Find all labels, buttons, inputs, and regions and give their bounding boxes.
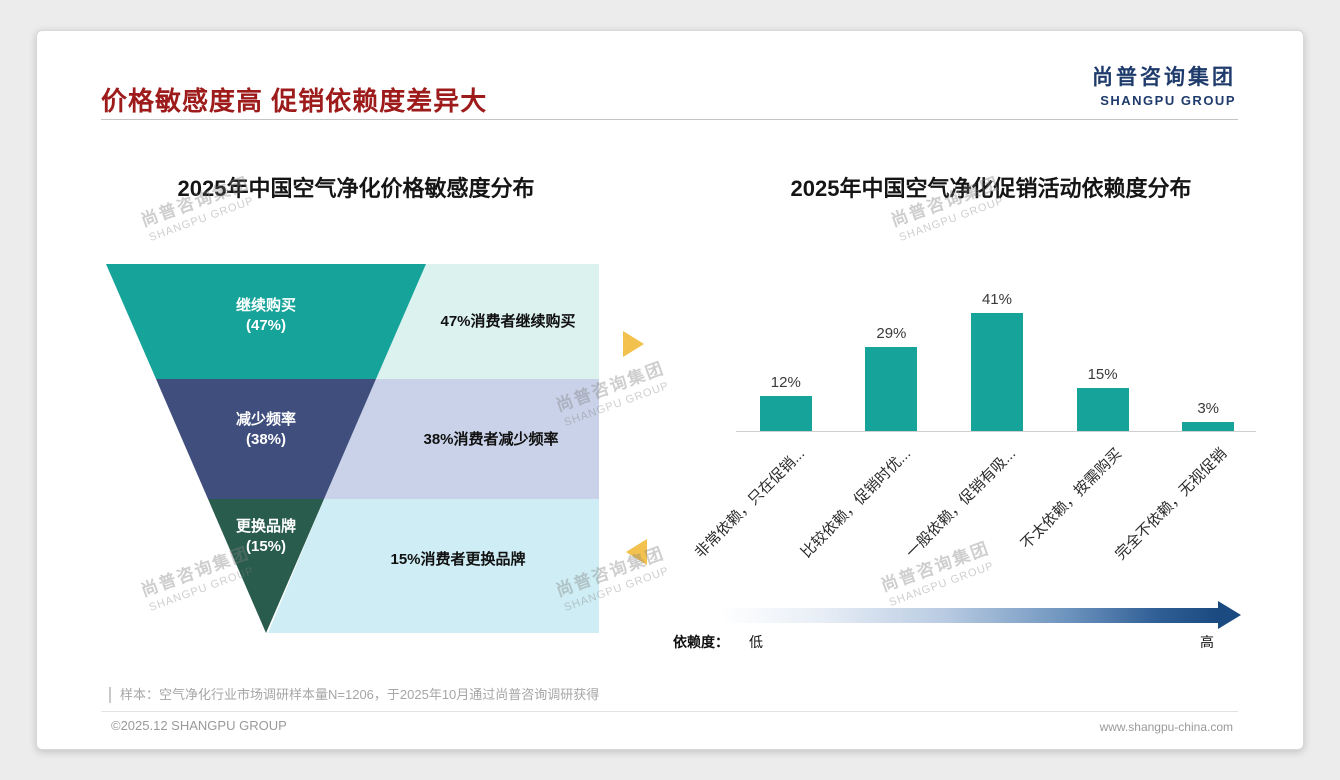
funnel-segment-value: (15%) (246, 538, 286, 555)
funnel-annotation-bg (324, 379, 599, 499)
bar-slot: 12% (759, 286, 812, 431)
header-divider (101, 119, 1238, 120)
bar (970, 313, 1023, 431)
bar (1076, 388, 1129, 431)
funnel-annotation-bg (376, 264, 599, 379)
dependency-gradient-arrowhead-icon (1218, 601, 1241, 629)
funnel-segment-label: 继续购买 (236, 296, 296, 314)
bar-chart-axis-line (736, 431, 1256, 432)
bar-slot: 15% (1076, 286, 1129, 431)
bar-slot: 41% (970, 286, 1023, 431)
dependency-axis-legend: 依赖度： 低 (673, 632, 763, 652)
yellow-arrow-left-icon (626, 539, 647, 565)
watermark-cn: 尚普咨询集团 (878, 538, 993, 596)
bar-chart: 12% 29% 41% 15% 3% (733, 286, 1261, 431)
funnel-chart-title: 2025年中国空气净化价格敏感度分布 (177, 176, 535, 201)
watermark-en: SHANGPU GROUP (887, 559, 996, 610)
bar-slot: 29% (865, 286, 918, 431)
bar-category-label: 完全不依赖，无视促销 (1112, 445, 1231, 564)
bar-category-label: 非常依赖，只在促销... (691, 445, 809, 562)
logo-chinese: 尚普咨询集团 (1092, 66, 1236, 89)
dependency-gradient-bar (721, 608, 1218, 623)
yellow-arrow-right-icon (623, 331, 644, 357)
bar (1182, 422, 1235, 431)
funnel-segment-value: (38%) (246, 431, 286, 448)
funnel-segment-label: 更换品牌 (236, 517, 296, 535)
logo-english: SHANGPU GROUP (1100, 93, 1236, 108)
bar (865, 347, 918, 431)
page-title: 价格敏感度高 促销依赖度差异大 (101, 86, 488, 116)
bar-chart-title: 2025年中国空气净化促销活动依赖度分布 (790, 176, 1192, 201)
dependency-low-label: 低 (749, 634, 763, 650)
funnel-segment (106, 264, 426, 379)
funnel-segment-label: 减少频率 (236, 410, 296, 428)
funnel-annotation-bg (268, 499, 599, 633)
funnel-segment (156, 379, 376, 499)
funnel-segment (208, 499, 324, 633)
bar-category-label: 比较依赖，促销时优... (797, 445, 914, 562)
bar-category-label: 一般依赖，促销有吸... (902, 445, 1020, 562)
bar-value-label: 12% (770, 374, 801, 391)
funnel-annotation: 47%消费者继续购买 (440, 312, 575, 330)
funnel-annotation: 38%消费者减少频率 (423, 430, 558, 448)
bar-value-label: 29% (876, 325, 907, 342)
dependency-high-label: 高 (1200, 634, 1214, 650)
sample-note: 样本：空气净化行业市场调研样本量N=1206，于2025年10月通过尚普咨询调研… (109, 687, 599, 703)
footer-divider (101, 711, 1238, 712)
funnel-segment-value: (47%) (246, 317, 286, 334)
slide-card: 价格敏感度高 促销依赖度差异大 尚普咨询集团 SHANGPU GROUP 202… (36, 30, 1304, 750)
bar-slot: 3% (1182, 286, 1235, 431)
watermark: 尚普咨询集团 SHANGPU GROUP (878, 538, 998, 611)
company-logo: 尚普咨询集团 SHANGPU GROUP (1092, 61, 1236, 108)
funnel-annotation: 15%消费者更换品牌 (390, 550, 525, 568)
copyright-text: ©2025.12 SHANGPU GROUP (111, 718, 287, 733)
bar-category-label: 不太依赖，按需购买 (1017, 445, 1125, 553)
bar (759, 396, 812, 431)
bar-value-label: 15% (1087, 366, 1118, 383)
bar-value-label: 41% (981, 291, 1012, 308)
dependency-axis-label: 依赖度： (673, 634, 729, 650)
bar-value-label: 3% (1197, 400, 1220, 417)
website-url: www.shangpu-china.com (1099, 720, 1233, 734)
